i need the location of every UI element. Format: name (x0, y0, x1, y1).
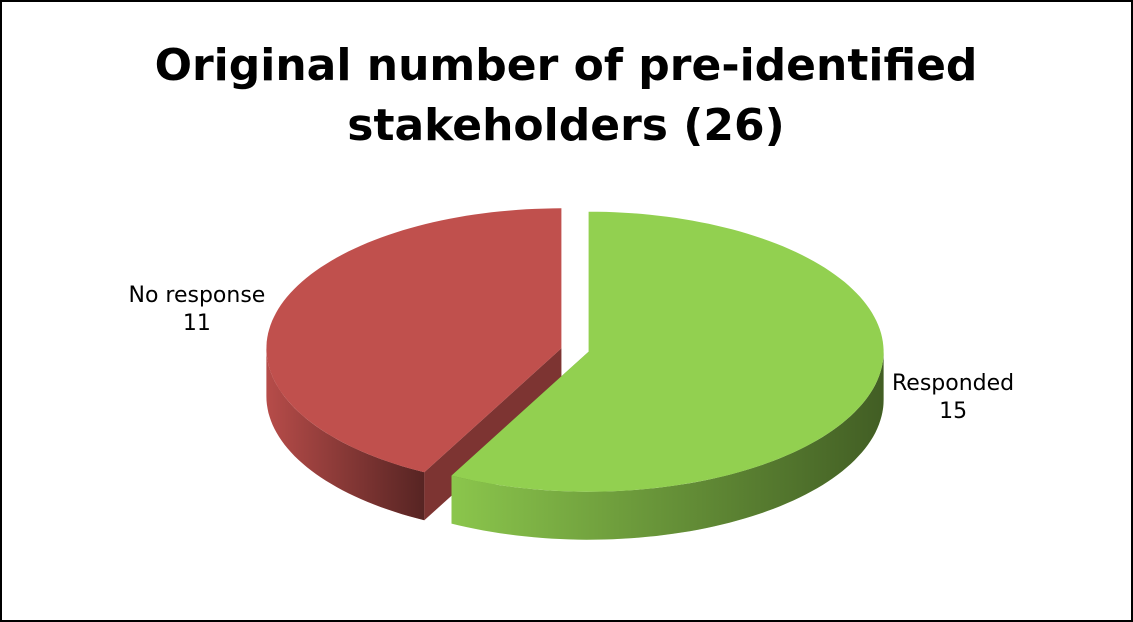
slice-top (266, 208, 562, 473)
data-label-value: 15 (939, 399, 967, 424)
slice-side-shade (451, 351, 884, 540)
data-label-value: 11 (183, 311, 211, 336)
chart-title: Original number of pre-identified stakeh… (154, 40, 978, 151)
slice-side-shade (266, 348, 425, 521)
data-label-name: Responded (892, 371, 1014, 396)
data-label-name: No response (128, 283, 265, 308)
slice-top (451, 211, 884, 492)
slice (451, 211, 884, 540)
